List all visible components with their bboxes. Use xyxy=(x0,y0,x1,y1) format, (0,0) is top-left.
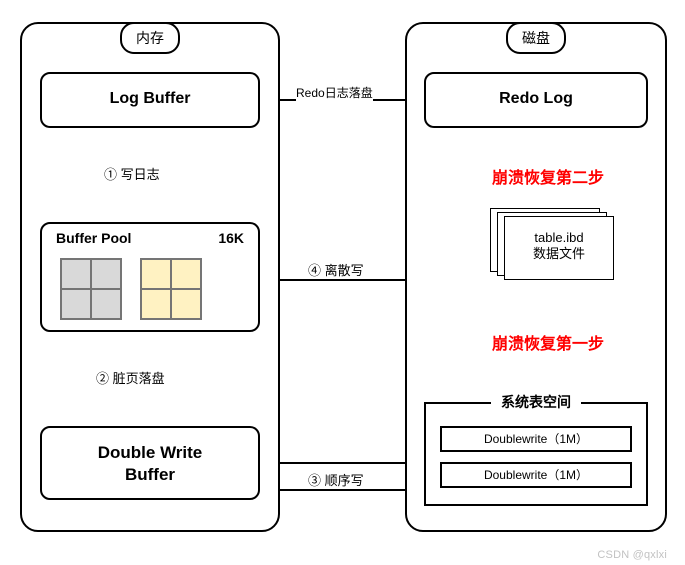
redo-log-box: Redo Log xyxy=(424,72,648,128)
watermark: CSDN @qxlxi xyxy=(597,549,667,561)
log-buffer-label: Log Buffer xyxy=(42,90,258,108)
label-scatter-write: ④ 离散写 xyxy=(308,260,364,279)
buffer-pool-16k: 16K xyxy=(218,230,244,246)
double-write-label: Double Write Buffer xyxy=(42,442,258,486)
doublewrite-slot-1: Doublewrite（1M） xyxy=(440,426,632,452)
doublewrite-slot-2: Doublewrite（1M） xyxy=(440,462,632,488)
buffer-pool-label: Buffer Pool xyxy=(56,230,131,246)
system-tablespace-box: 系统表空间 Doublewrite（1M） Doublewrite（1M） xyxy=(424,402,648,506)
diagram-canvas: 内存 磁盘 Log Buffer Redo Log Buffer Pool 16… xyxy=(0,0,685,565)
buffer-pool-gray-grid xyxy=(60,258,122,320)
label-write-log: ① 写日志 xyxy=(104,164,160,183)
double-write-box: Double Write Buffer xyxy=(40,426,260,500)
memory-title: 内存 xyxy=(120,22,180,54)
system-tablespace-title: 系统表空间 xyxy=(491,392,581,412)
redo-log-label: Redo Log xyxy=(426,90,646,108)
log-buffer-box: Log Buffer xyxy=(40,72,260,128)
table-ibd-desc: 数据文件 xyxy=(505,245,613,267)
label-redo-flush: Redo日志落盘 xyxy=(296,84,373,101)
annotation-crash-step1: 崩溃恢复第一步 xyxy=(492,330,604,354)
table-ibd-stack: table.ibd 数据文件 xyxy=(504,216,614,280)
annotation-crash-step2: 崩溃恢复第二步 xyxy=(492,164,604,188)
label-seq-write: ③ 顺序写 xyxy=(308,470,364,489)
buffer-pool-yellow-grid xyxy=(140,258,202,320)
disk-title: 磁盘 xyxy=(506,22,566,54)
label-dirty-flush: ② 脏页落盘 xyxy=(96,368,165,387)
